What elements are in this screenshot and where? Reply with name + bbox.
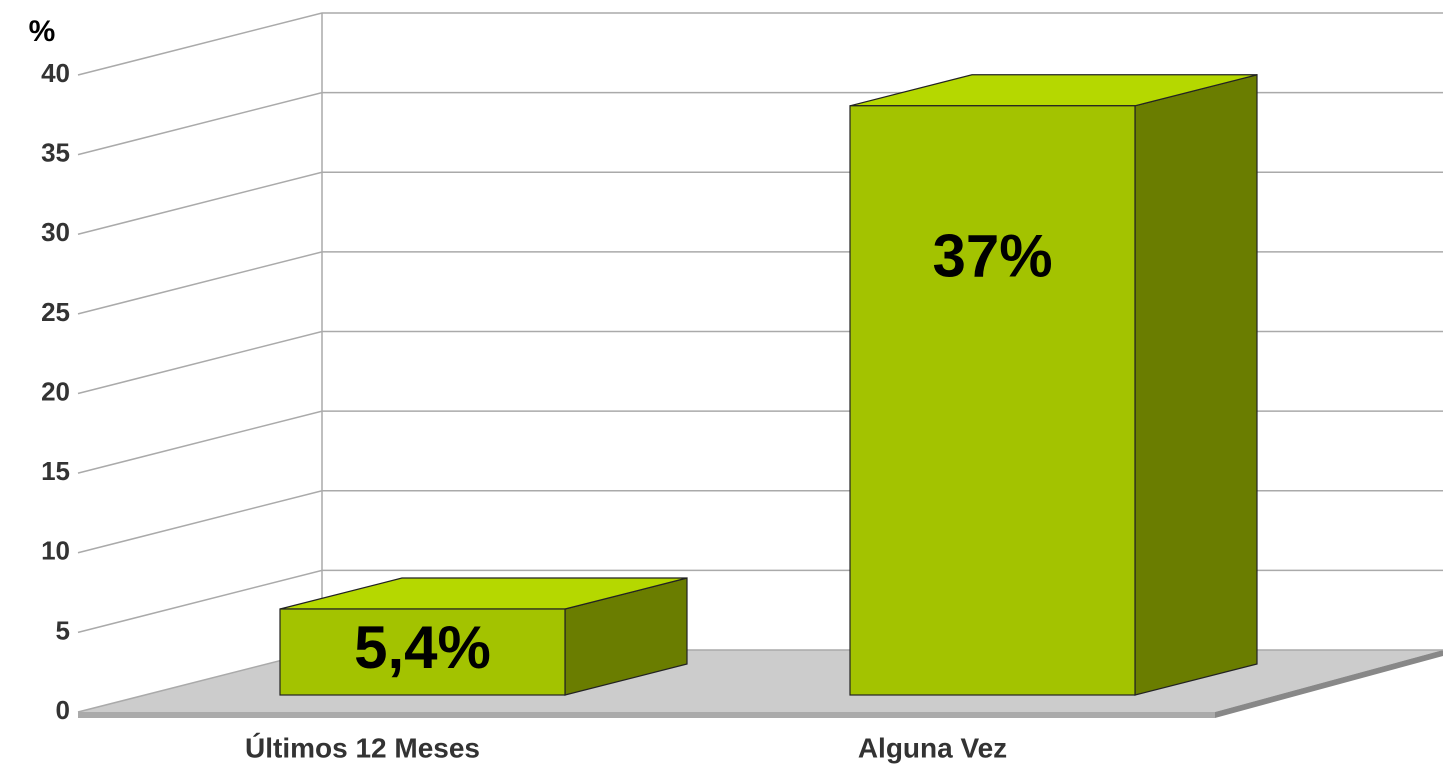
grid-line	[77, 12, 1443, 76]
x-tick-label: Últimos 12 Meses	[245, 732, 480, 763]
bar	[849, 105, 1136, 696]
x-tick-label: Alguna Vez	[858, 732, 1007, 763]
y-tick-label: 15	[41, 456, 70, 486]
data-label: 37%	[932, 223, 1052, 290]
floor-edge	[1215, 650, 1443, 718]
y-tick-label: 10	[41, 536, 70, 566]
y-tick-label: 35	[41, 138, 70, 168]
data-label: 5,4%	[354, 614, 491, 681]
y-tick-label: 20	[41, 376, 70, 406]
y-tick-label: 30	[41, 217, 70, 247]
y-tick-label: 0	[56, 695, 70, 725]
y-tick-label: 5	[56, 615, 70, 645]
bar-side	[1134, 74, 1258, 696]
floor-edge	[78, 712, 1215, 718]
y-tick-label: 40	[41, 58, 70, 88]
y-axis-label: %	[29, 15, 56, 48]
bar	[279, 608, 566, 696]
y-tick-label: 25	[41, 297, 70, 327]
